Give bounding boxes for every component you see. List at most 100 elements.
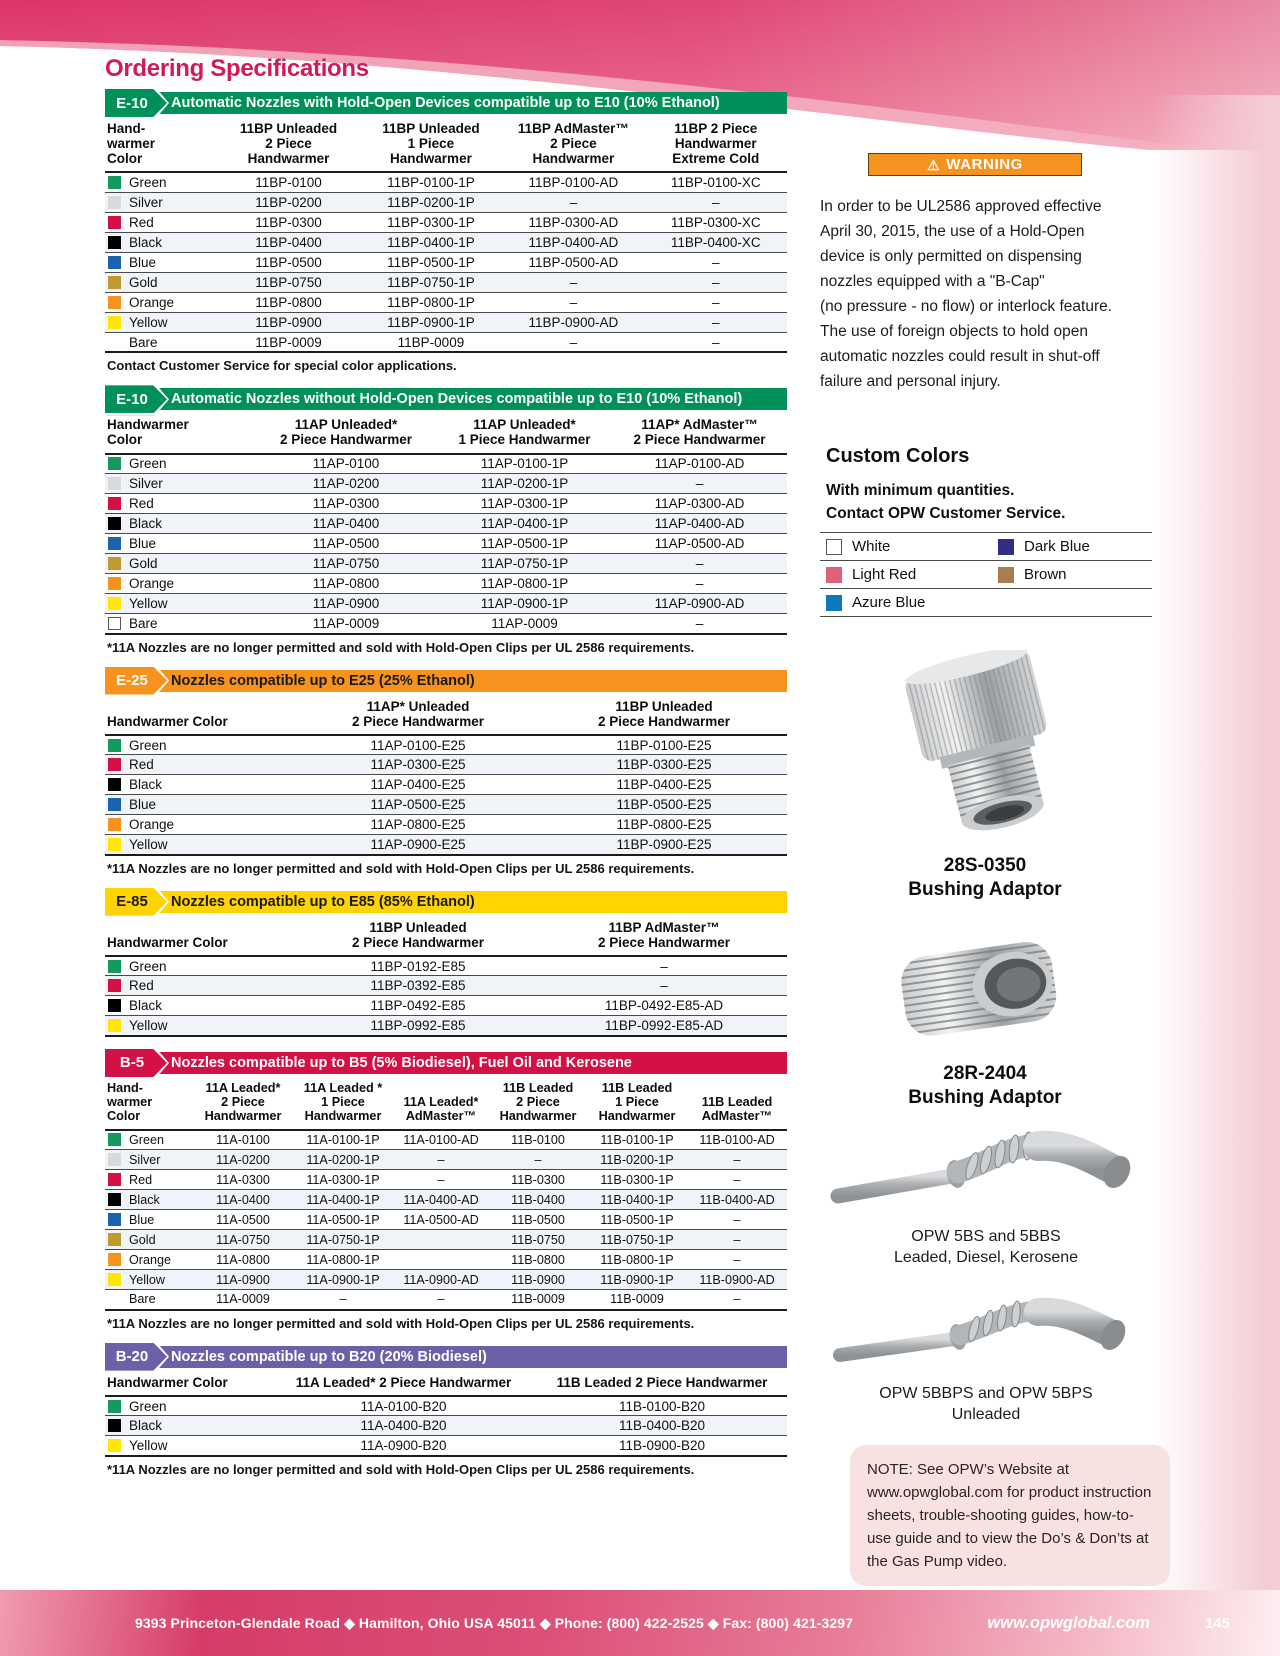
color-swatch [108,477,121,491]
table-row: Green 11A-0100-B20 11B-0100-B20 [105,1395,787,1417]
part-number-cell: 11A-0750 [193,1229,293,1251]
part-number-cell: 11B-0800-1P [587,1249,687,1271]
part-number-cell: – [502,292,645,313]
color-cell: Green [105,1395,270,1417]
section-badge-label: E-10 [105,89,167,117]
part-number-cell: 11A-0300-1P [293,1169,393,1191]
part-number-cell: 11BP-0800-E25 [541,814,787,836]
color-swatch [108,295,121,309]
color-name: Red [129,757,154,773]
color-name: Black [129,1192,160,1207]
part-number-cell: 11BP-0500-E25 [541,794,787,816]
color-cell: Green [105,453,255,475]
color-swatch [108,818,121,832]
part-number-cell: 11AP-0300-1P [437,493,612,515]
part-number-cell: 11BP-0009 [217,332,360,354]
tables-container: E-10 Automatic Nozzles with Hold-Open Dev… [103,87,787,1477]
color-name: Silver [129,1152,161,1167]
color-cell: Blue [105,252,218,273]
color-swatch [108,1172,121,1186]
table-row: Orange 11A-0800 11A-0800-1P 11B-0800 11B-080… [105,1249,787,1271]
color-swatch [108,1439,121,1452]
part-number-cell: 11BP-0900-AD [502,312,645,333]
part-number-cell: – [541,975,787,997]
product-code: 28S-0350 [943,855,1027,876]
custom-color-item: White [826,538,998,555]
part-number-cell: 11AP-0300-AD [612,493,787,515]
part-number-cell: 11A-0800 [193,1249,293,1271]
part-number-cell: 11AP-0009 [255,613,437,635]
part-number-cell: 11B-0100-AD [687,1129,787,1151]
color-name: Orange [129,1252,172,1267]
table-row: Gold 11A-0750 11A-0750-1P 11B-0750 11B-0750-… [105,1229,787,1251]
column-header: 11BP Unleaded 1 Piece Handwarmer [359,118,503,174]
part-number-cell: 11AP-0100-E25 [295,734,541,756]
color-name: Green [129,456,167,472]
table-row: Blue 11AP-0500 11AP-0500-1P 11AP-0500-AD [105,533,787,555]
table-row: Yellow 11AP-0900 11AP-0900-1P 11AP-0900-AD [105,593,787,615]
section-badge-label: E-25 [105,666,167,695]
header-row: Handwarmer Color 11BP Unleaded 2 Piece Ha… [105,916,787,957]
part-number-cell: 11A-0009 [193,1289,293,1311]
part-number-cell: 11BP-0800 [217,292,360,313]
part-number-cell: 11A-0750-1P [293,1229,393,1251]
color-swatch [108,1212,121,1226]
part-number-cell: 11AP-0400 [255,513,437,535]
part-number-cell: 11AP-0900-E25 [295,834,541,856]
color-swatch [998,538,1014,555]
part-number-cell: – [644,312,787,333]
part-number-cell: 11BP-0192-E85 [295,955,541,977]
table-footnote: *11A Nozzles are no longer permitted and… [107,639,695,655]
color-name: Yellow [129,596,168,612]
page-number: 145 [1204,1614,1230,1632]
color-swatch [108,1252,121,1266]
column-header: 11AP Unleaded* 2 Piece Handwarmer [255,414,437,455]
warning-text: In order to be UL2586 approved effective… [820,198,1113,390]
color-cell: Gold [105,553,255,575]
part-number-cell: 11BP-0200 [217,192,360,213]
part-number-cell: 11BP-0492-E85 [295,995,541,1017]
table-row: Black 11AP-0400 11AP-0400-1P 11AP-0400-AD [105,513,787,535]
part-number-cell: 11B-0400-AD [687,1189,787,1211]
table-row: Blue 11A-0500 11A-0500-1P 11A-0500-AD 11B-05… [105,1209,787,1231]
part-number-cell: 11AP-0300-E25 [295,754,541,776]
product-subtitle: Unleaded [951,1405,1021,1423]
color-swatch [108,1419,121,1433]
color-cell: Yellow [105,1015,295,1037]
spec-grid: Handwarmer Color 11BP Unleaded 2 Piece Ha… [105,916,787,1037]
part-number-cell: 11AP-0500-AD [612,533,787,555]
custom-color-item: Azure Blue [826,594,998,611]
color-cell: Orange [105,573,255,595]
color-name: Light Red [852,566,917,583]
color-cell: Orange [105,1249,193,1271]
part-number-cell: 11B-0009 [587,1289,687,1311]
column-header: 11A Leaded* 2 Piece Handwarmer [270,1371,537,1397]
color-name: Red [129,214,154,230]
part-number-cell: 11AP-0500-1P [437,533,612,555]
color-cell: Black [105,1415,270,1437]
color-name: Blue [129,536,157,552]
color-swatch [108,255,121,269]
color-name: Red [129,1172,153,1187]
table-row: Orange 11AP-0800 11AP-0800-1P – [105,573,787,595]
part-number-cell: 11BP-0100 [217,172,360,193]
table-row: Black 11BP-0492-E85 11BP-0492-E85-AD [105,995,787,1017]
color-name: Silver [129,476,163,492]
section-bar: Nozzles compatible up to B5 (5% Biodiese… [155,1051,787,1074]
part-number-cell: 11A-0400-AD [393,1189,489,1211]
color-swatch [108,1399,121,1413]
header-row: Handwarmer Color 11A Leaded* 2 Piece Hand… [105,1371,787,1397]
part-number-cell: 11AP-0100-AD [612,453,787,475]
color-name: Yellow [129,837,168,853]
column-header: 11BP Unleaded 2 Piece Handwarmer [295,916,541,957]
part-number-cell: 11AP-0300 [255,493,437,515]
main-column: Ordering Specifications E-10 Automatic No… [103,55,787,1477]
part-number-cell: – [502,332,645,354]
table-footnote: *11A Nozzles are no longer permitted and… [107,860,695,876]
color-name: Yellow [129,1272,165,1287]
product-subtitle: Leaded, Diesel, Kerosene [893,1248,1079,1266]
color-name: Green [129,1132,165,1147]
part-number-cell: 11BP-0400-1P [359,232,503,253]
part-number-cell: 11BP-0300-AD [502,212,645,233]
section-title: Automatic Nozzles without Hold-Open Devi… [171,391,743,408]
